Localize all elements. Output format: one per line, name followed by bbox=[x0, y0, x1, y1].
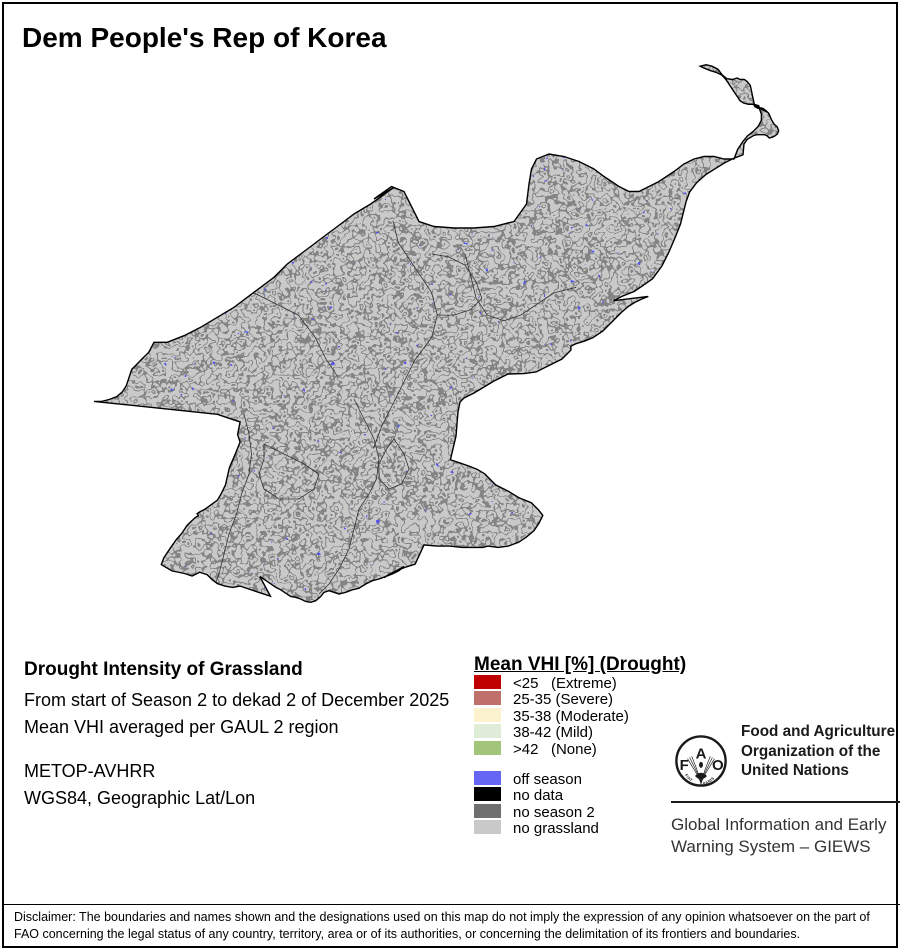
svg-text:F: F bbox=[680, 757, 689, 774]
svg-text:A: A bbox=[696, 746, 707, 763]
